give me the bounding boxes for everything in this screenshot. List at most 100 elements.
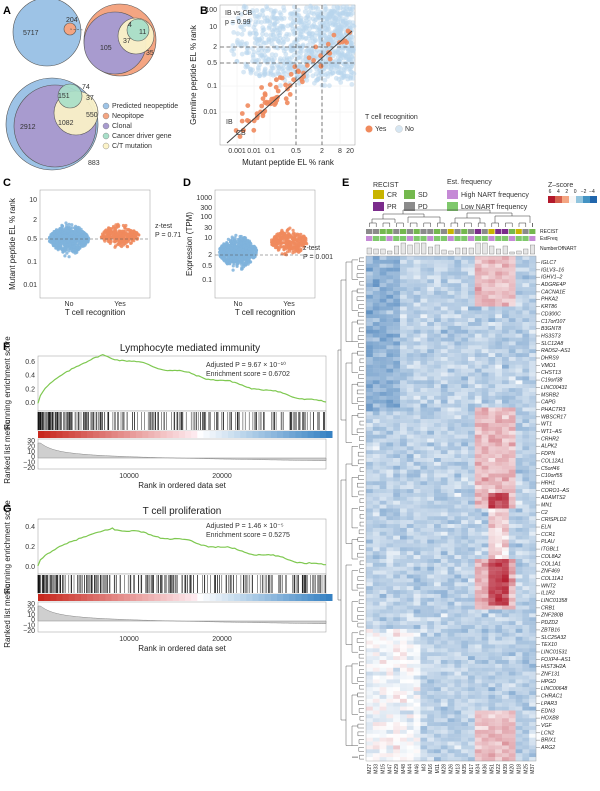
heatmap-cell [522,423,530,428]
scatter-point-recognized [296,69,301,75]
heatmap-cell [366,376,373,381]
heatmap-cell [400,294,407,299]
scatter-point [327,31,333,37]
swarm-point [247,257,251,261]
heatmap-cell [447,376,455,381]
heatmap-cell [400,310,407,315]
heatmap-cell [502,415,509,420]
heatmap-cell [468,469,475,474]
heatmap-cell [406,314,414,319]
heatmap-cell [393,473,401,478]
scatter-point [302,21,308,26]
scatter-point [287,46,293,52]
heatmap-cell [434,314,441,319]
heatmap-cell [454,469,462,474]
heatmap-cell [522,271,530,276]
heatmap-cell [522,376,530,381]
heatmap-cell [400,275,407,280]
heatmap-cell [508,434,516,439]
heatmap-cell [522,329,530,334]
scatter-point [335,25,341,30]
heatmap-cell [474,368,482,373]
heatmap-cell [440,446,448,451]
heatmap-cell [386,547,394,552]
heatmap-cell [420,395,428,400]
heatmap-cell [488,329,496,334]
heatmap-cell [440,395,448,400]
heatmap-cell [420,477,428,482]
panel-a-label: A [3,5,11,17]
heatmap-cell [393,337,401,342]
heatmap-cell [400,489,407,494]
heatmap-cell [372,551,380,556]
heatmap-cell [488,454,496,459]
heatmap-cell [515,360,523,365]
scatter-point-recognized [306,55,312,61]
heatmap-cell [508,329,516,334]
heatmap-cell [386,364,394,369]
heatmap-cell [454,489,462,494]
scatter-point [317,15,322,21]
heatmap-cell [372,322,380,327]
heatmap-cell [420,298,428,303]
heatmap-cell [400,337,407,342]
swarm-point [57,246,61,250]
heatmap-cell [400,283,407,288]
heatmap-cell [447,267,455,272]
heatmap-cell [529,368,537,373]
heatmap-cell [522,527,530,532]
heatmap-cell [379,294,387,299]
swarm-point [236,251,240,255]
heatmap-cell [379,477,387,482]
heatmap-cell [400,267,407,272]
heatmap-cell [481,302,489,307]
heatmap-cell [522,551,530,556]
heatmap-cell [420,403,428,408]
heatmap-cell [468,380,475,385]
heatmap-cell [447,306,455,311]
heatmap-cell [379,512,387,517]
heatmap-cell [502,477,509,482]
swarm-point [247,247,252,251]
heatmap-cell [454,399,462,404]
scatter-point-recognized [301,70,306,76]
swarm-point [113,245,117,249]
recist-cell [406,229,413,234]
heatmap-cell [427,384,435,389]
heatmap-cell [474,263,482,268]
heatmap-cell [427,376,435,381]
heatmap-cell [508,391,516,397]
scatter-point [310,23,315,29]
heatmap-cell [488,306,496,311]
heatmap-cell [406,310,414,315]
recist-cell [515,229,522,234]
heatmap-cell [508,283,516,288]
scatter-point [263,32,269,38]
heatmap-cell [434,403,441,408]
tick-label: 2 [565,189,568,195]
heatmap-cell [529,341,537,346]
heatmap-cell [495,415,503,420]
heatmap-cell [393,419,401,424]
swarm-point [52,240,56,244]
heatmap-cell [488,318,496,323]
heatmap-cell [372,298,380,303]
heatmap-cell [386,438,394,443]
swarm-point [68,236,72,240]
heatmap-cell [366,310,373,315]
scatter-point [294,20,300,25]
heatmap-cell [488,403,496,408]
heatmap-cell [474,259,482,264]
heatmap-cell [515,496,523,501]
heatmap-cell [413,419,421,424]
tick-label: 0.001 [228,148,246,155]
estfreq-cell [468,236,475,241]
scatter-point-recognized [259,85,264,90]
scatter-point [251,49,257,55]
heatmap-cell [379,271,387,276]
scatter-point [291,4,297,10]
heatmap-cell [427,341,435,346]
heatmap-cell [420,520,428,525]
heatmap-cell [372,333,380,338]
scatter-point [260,31,265,37]
